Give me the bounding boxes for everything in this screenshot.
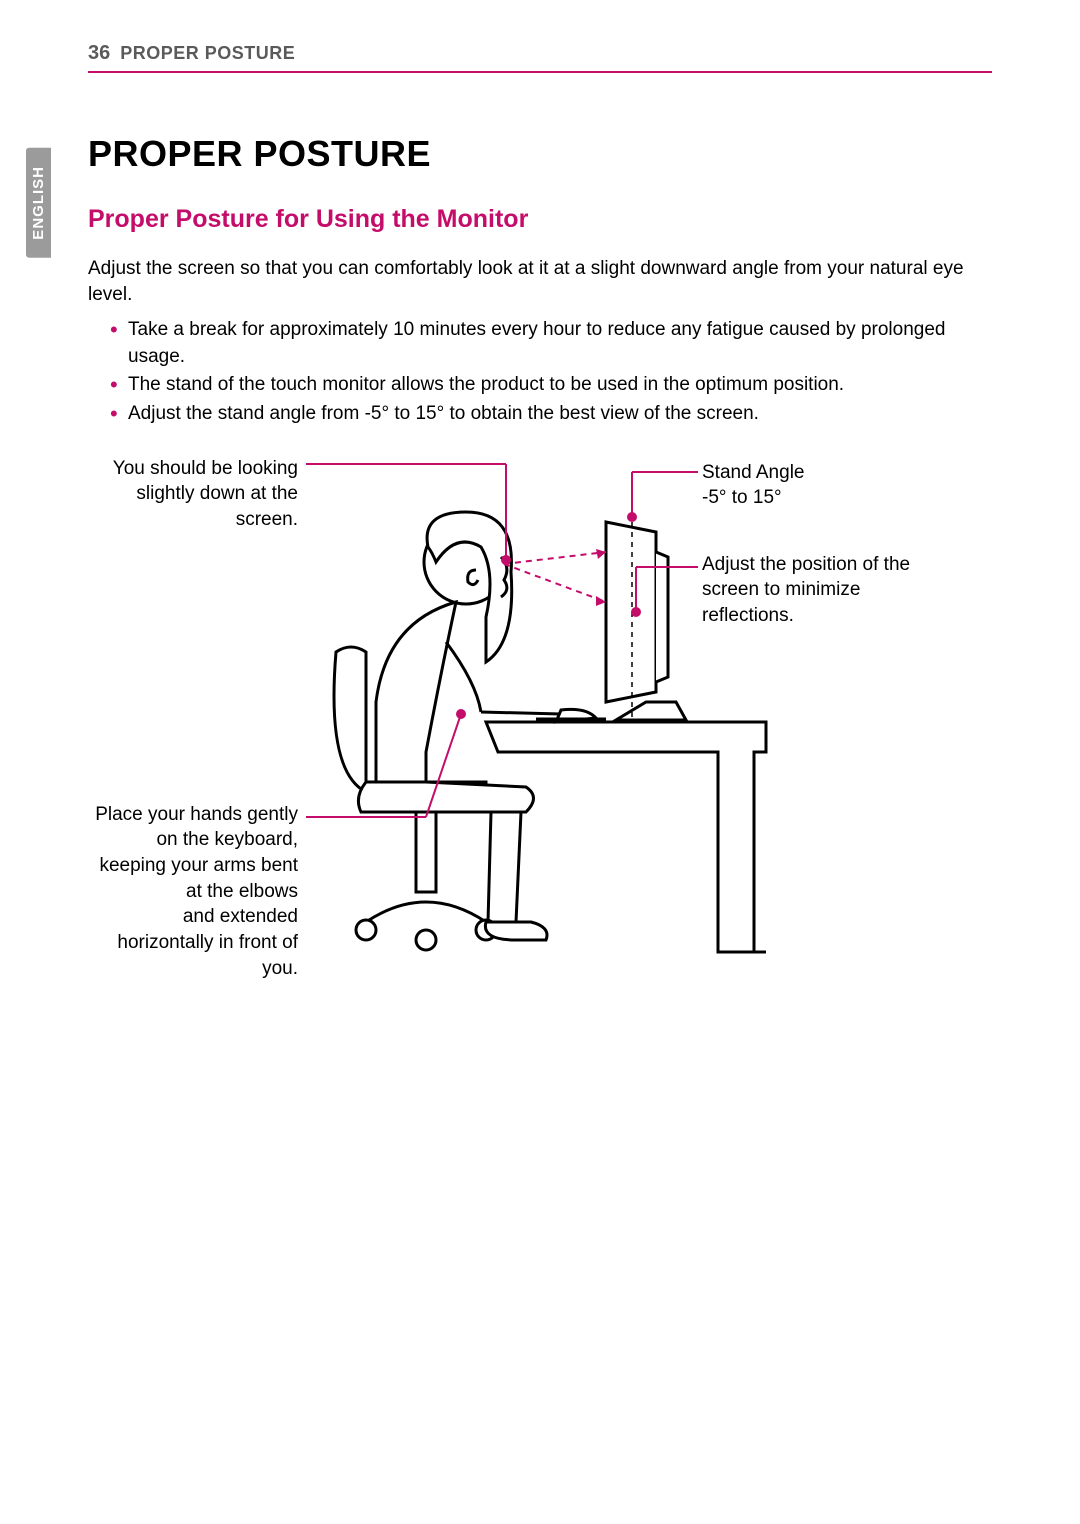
intro-paragraph: Adjust the screen so that you can comfor… bbox=[88, 256, 992, 307]
running-title: PROPER POSTURE bbox=[120, 43, 295, 64]
bullet-item: The stand of the touch monitor allows th… bbox=[110, 372, 992, 399]
posture-illustration-svg bbox=[306, 452, 786, 1012]
language-tab: ENGLISH bbox=[26, 148, 51, 258]
section-subtitle: Proper Posture for Using the Monitor bbox=[88, 205, 992, 234]
callout-hands: Place your hands gently on the keyboard,… bbox=[88, 802, 298, 981]
bullet-item: Take a break for approximately 10 minute… bbox=[110, 317, 992, 370]
main-title: PROPER POSTURE bbox=[88, 133, 992, 175]
page-number: 36 bbox=[88, 42, 110, 65]
posture-diagram: You should be looking slightly down at t… bbox=[88, 452, 992, 1012]
bullet-list: Take a break for approximately 10 minute… bbox=[88, 317, 992, 427]
page-header: 36 PROPER POSTURE bbox=[88, 42, 992, 73]
callout-look-down: You should be looking slightly down at t… bbox=[88, 456, 298, 533]
bullet-item: Adjust the stand angle from -5° to 15° t… bbox=[110, 401, 992, 428]
